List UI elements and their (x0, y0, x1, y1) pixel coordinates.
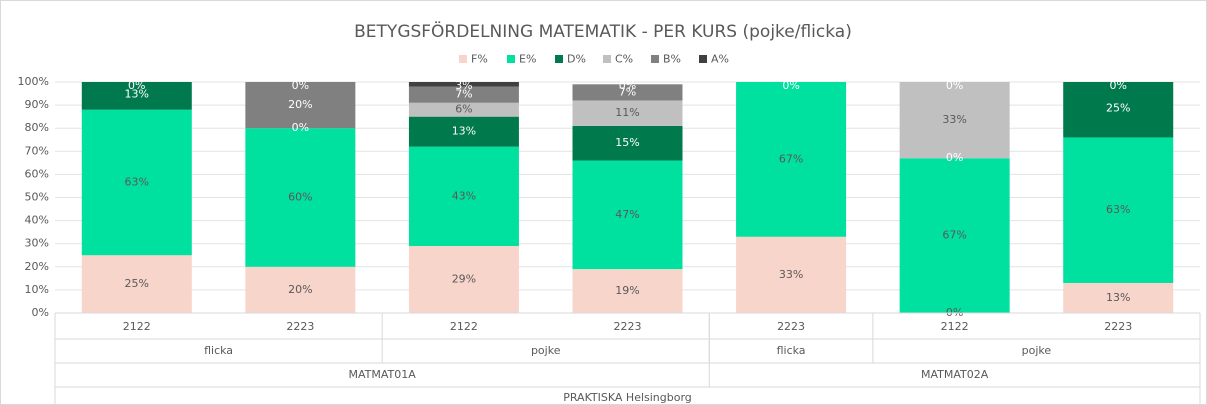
x-tick-label: PRAKTISKA Helsingborg (563, 391, 692, 404)
bar-segment (245, 128, 356, 267)
data-label: 13% (452, 125, 476, 138)
bar-segment (408, 246, 519, 313)
data-label: 43% (452, 189, 476, 202)
data-label: 6% (455, 103, 472, 116)
legend-swatch (603, 55, 611, 63)
y-tick-label: 40% (25, 214, 49, 227)
y-tick-label: 100% (18, 75, 49, 88)
data-label: 0% (128, 79, 145, 92)
bar-segment (81, 109, 192, 256)
bar-segment (1063, 137, 1174, 283)
bar-segment (572, 125, 683, 161)
data-label: 63% (125, 175, 149, 188)
data-label: 60% (288, 191, 312, 204)
x-tick-label: pojke (531, 344, 561, 357)
data-label: 15% (615, 136, 639, 149)
bar-segment (245, 82, 356, 129)
legend-swatch (507, 55, 515, 63)
data-label: 7% (455, 88, 472, 101)
data-label: 67% (779, 152, 803, 165)
bar-segment (408, 116, 519, 147)
data-label: 0% (782, 79, 799, 92)
data-label: 47% (615, 208, 639, 221)
x-tick-label: 2223 (1104, 320, 1132, 333)
data-label: 0% (292, 79, 309, 92)
bar-segment (736, 82, 847, 237)
plot (81, 82, 1174, 313)
x-tick-label: 2122 (450, 320, 478, 333)
bar-segment (408, 102, 519, 117)
bar-segment (572, 269, 683, 313)
bar-segment (572, 160, 683, 270)
data-label: 0% (1109, 79, 1126, 92)
data-label: 19% (615, 284, 639, 297)
data-label: 0% (946, 151, 963, 164)
x-tick-label: MATMAT02A (921, 368, 989, 381)
data-label: 25% (125, 277, 149, 290)
legend-label: B% (663, 53, 681, 66)
legend-label: D% (567, 53, 586, 66)
bar-segment (408, 146, 519, 247)
data-label: 29% (452, 273, 476, 286)
bar-segment (736, 236, 847, 313)
y-tick-label: 70% (25, 144, 49, 157)
x-tick-label: pojke (1022, 344, 1052, 357)
x-tick-label: MATMAT01A (348, 368, 416, 381)
y-tick-label: 30% (25, 237, 49, 250)
bar-segment (408, 82, 519, 87)
bar-segment (408, 86, 519, 103)
y-tick-label: 50% (25, 191, 49, 204)
legend-label: E% (519, 53, 536, 66)
legend-swatch (555, 55, 563, 63)
x-tick-label: flicka (777, 344, 806, 357)
bar-segment (245, 266, 356, 313)
bar-segment (1063, 282, 1174, 313)
y-tick-label: 80% (25, 121, 49, 134)
data-label: 63% (1106, 203, 1130, 216)
bar-segment (81, 82, 192, 110)
data-label: 0% (292, 121, 309, 134)
y-tick-label: 10% (25, 283, 49, 296)
legend-label: C% (615, 53, 633, 66)
legend-swatch (651, 55, 659, 63)
bar-segment (1063, 82, 1174, 138)
y-tick-label: 20% (25, 260, 49, 273)
x-tick-label: 2223 (777, 320, 805, 333)
bar-segment (899, 158, 1010, 313)
legend-swatch (459, 55, 467, 63)
y-tick-label: 90% (25, 98, 49, 111)
data-label: 67% (942, 229, 966, 242)
data-label: 11% (615, 106, 639, 119)
data-label: 25% (1106, 102, 1130, 115)
bar-segment (572, 84, 683, 101)
data-label: 33% (779, 268, 803, 281)
bar-segment (572, 100, 683, 126)
data-label: 7% (619, 85, 636, 98)
x-tick-label: 2122 (941, 320, 969, 333)
y-tick-label: 60% (25, 167, 49, 180)
bar-segment (81, 255, 192, 313)
x-tick-label: 2223 (614, 320, 642, 333)
bar-segment (899, 82, 1010, 159)
x-tick-label: flicka (204, 344, 233, 357)
x-tick-label: 2223 (286, 320, 314, 333)
data-label: 0% (946, 79, 963, 92)
y-tick-label: 0% (32, 306, 49, 319)
data-label: 20% (288, 283, 312, 296)
legend-label: A% (711, 53, 729, 66)
data-label: 13% (1106, 291, 1130, 304)
data-label: 33% (942, 113, 966, 126)
data-label: 20% (288, 98, 312, 111)
data-label: 3% (455, 79, 472, 92)
x-tick-label: 2122 (123, 320, 151, 333)
data-label: 13% (125, 88, 149, 101)
legend-swatch (699, 55, 707, 63)
data-label: 0% (619, 79, 636, 92)
legend-label: F% (471, 53, 488, 66)
chart-title: BETYGSFÖRDELNING MATEMATIK - PER KURS (p… (354, 20, 852, 42)
